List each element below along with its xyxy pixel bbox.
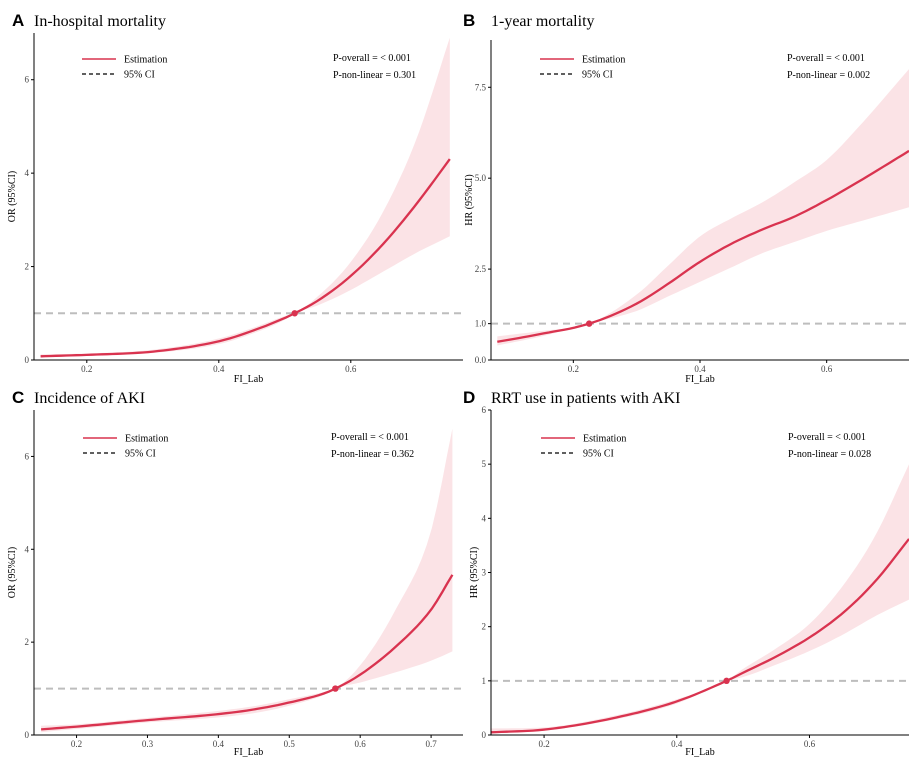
y-tick-label: 2.5 xyxy=(475,264,487,274)
reference-point xyxy=(291,310,298,317)
y-tick-label: 4 xyxy=(482,513,487,523)
legend-ci-label: 95% CI xyxy=(124,70,155,81)
x-tick-label: 0.4 xyxy=(213,739,225,749)
estimate-line xyxy=(41,574,454,731)
reference-point xyxy=(585,320,593,327)
y-tick-label: 7.5 xyxy=(475,82,487,92)
reference-point xyxy=(332,685,339,692)
estimate-line xyxy=(40,158,451,358)
legend-ci-label: 95% CI xyxy=(583,449,614,460)
legend-estimate-label: Estimation xyxy=(582,55,625,66)
x-axis-title: FI_Lab xyxy=(685,747,714,758)
panel-letter: B xyxy=(463,11,475,30)
legend-estimate-label: Estimation xyxy=(583,434,626,445)
x-tick-label: 0.4 xyxy=(694,364,706,374)
stat-annotation: P-overall = < 0.001 xyxy=(331,432,409,443)
x-tick-label: 0.5 xyxy=(284,739,296,749)
legend: Estimation 95% CI xyxy=(83,434,168,460)
stat-annotation: P-non-linear = 0.002 xyxy=(787,70,870,81)
panel-letter: D xyxy=(463,388,475,407)
reference-point xyxy=(723,677,730,685)
ci-band xyxy=(40,37,450,358)
ci-band xyxy=(41,428,453,733)
legend-estimate-label: Estimation xyxy=(124,55,167,66)
panel-b: B 1-year mortality 0.0 1.0 2.5 5.0 7.5 0.2 0.4 0.… xyxy=(463,11,909,385)
y-tick-label: 4 xyxy=(25,544,30,554)
x-tick-label: 0.6 xyxy=(804,739,816,749)
estimate-line xyxy=(490,538,909,734)
x-tick-label: 0.4 xyxy=(213,364,225,374)
x-tick-label: 0.7 xyxy=(425,739,437,749)
panel-c: C Incidence of AKI 0 2 4 6 0.2 0.3 0.4 0.5 0.6 0.7 F… xyxy=(7,388,463,758)
x-axis-title: FI_Lab xyxy=(685,374,714,385)
ci-band xyxy=(497,69,909,346)
y-tick-label: 0.0 xyxy=(475,355,487,365)
panel-d: D RRT use in patients with AKI 0 1 2 3 4 5 6 0.2 0… xyxy=(463,388,909,758)
x-axis-title: FI_Lab xyxy=(234,374,263,385)
x-tick-label: 0.6 xyxy=(821,364,833,374)
panel-title: In-hospital mortality xyxy=(34,13,166,30)
y-tick-label: 0 xyxy=(482,730,487,740)
stat-annotation: P-non-linear = 0.362 xyxy=(331,449,414,460)
y-tick-label: 6 xyxy=(25,75,30,85)
panel-title: RRT use in patients with AKI xyxy=(491,390,680,407)
y-tick-label: 6 xyxy=(482,405,487,415)
y-tick-label: 2 xyxy=(25,262,30,272)
x-tick-label: 0.2 xyxy=(81,364,92,374)
stat-annotation: P-overall = < 0.001 xyxy=(787,53,865,64)
y-tick-label: 0 xyxy=(25,355,30,365)
x-tick-label: 0.4 xyxy=(671,739,683,749)
panel-title: Incidence of AKI xyxy=(34,390,145,407)
panel-title: 1-year mortality xyxy=(491,13,595,30)
stat-annotation: P-overall = < 0.001 xyxy=(333,53,411,64)
stat-annotation: P-non-linear = 0.028 xyxy=(788,449,871,460)
legend: Estimation 95% CI xyxy=(541,434,626,460)
y-tick-label: 5 xyxy=(482,459,487,469)
legend-estimate-label: Estimation xyxy=(125,434,168,445)
x-tick-label: 0.6 xyxy=(355,739,367,749)
stat-annotation: P-overall = < 0.001 xyxy=(788,432,866,443)
x-tick-label: 0.3 xyxy=(142,739,154,749)
y-tick-label: 5.0 xyxy=(475,173,487,183)
panel-letter: A xyxy=(12,11,24,30)
y-axis-title: HR (95%CI) xyxy=(469,547,480,598)
estimate-line xyxy=(497,149,909,343)
legend-ci-label: 95% CI xyxy=(125,449,156,460)
y-tick-label: 1.0 xyxy=(475,319,487,329)
y-tick-label: 1 xyxy=(482,676,487,686)
y-tick-label: 4 xyxy=(25,168,30,178)
legend: Estimation 95% CI xyxy=(82,55,167,81)
legend: Estimation 95% CI xyxy=(540,55,625,81)
x-tick-label: 0.2 xyxy=(538,739,549,749)
stat-annotation: P-non-linear = 0.301 xyxy=(333,70,416,81)
y-tick-label: 6 xyxy=(25,451,30,461)
y-tick-label: 0 xyxy=(25,730,30,740)
y-tick-label: 2 xyxy=(25,637,30,647)
y-tick-label: 2 xyxy=(482,622,487,632)
x-tick-label: 0.2 xyxy=(568,364,579,374)
y-tick-label: 3 xyxy=(482,568,487,578)
panel-a: A In-hospital mortality 0 2 4 6 0.2 0.4 0.6 FI_La… xyxy=(7,11,463,385)
legend-ci-label: 95% CI xyxy=(582,70,613,81)
x-tick-label: 0.6 xyxy=(345,364,357,374)
panel-letter: C xyxy=(12,388,24,407)
y-axis-title: OR (95%CI) xyxy=(7,171,18,222)
y-axis-title: OR (95%CI) xyxy=(7,547,18,598)
x-axis-title: FI_Lab xyxy=(234,747,263,758)
y-axis-title: HR (95%CI) xyxy=(464,174,475,225)
x-tick-label: 0.2 xyxy=(71,739,82,749)
